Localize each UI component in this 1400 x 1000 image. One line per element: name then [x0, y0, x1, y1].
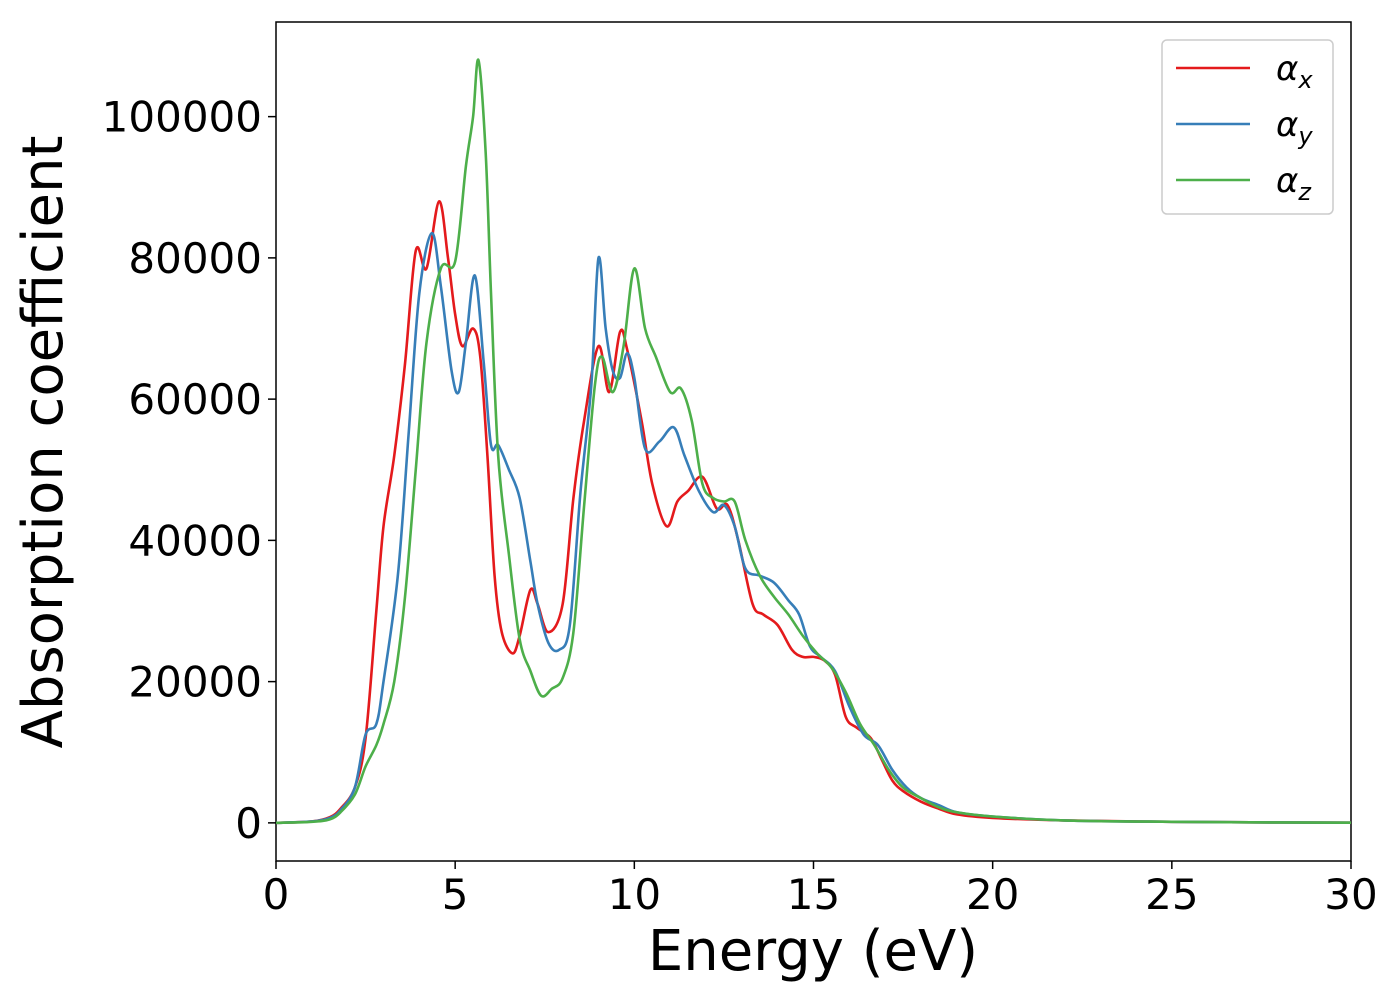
series-line-x — [276, 200, 1351, 825]
x-tick-label: 10 — [608, 870, 661, 919]
legend-label-y: αy — [1276, 105, 1313, 150]
y-tick-label: 80000 — [128, 234, 262, 283]
y-axis-label: Absorption coefficient — [11, 136, 76, 749]
y-tick-label: 60000 — [128, 375, 262, 424]
legend-label-x: αx — [1276, 49, 1313, 94]
series-line-y — [276, 231, 1351, 825]
y-tick-label: 40000 — [128, 516, 262, 565]
series-group — [276, 58, 1351, 825]
y-tick-label: 20000 — [128, 658, 262, 707]
x-axis-label: Energy (eV) — [648, 919, 978, 984]
x-tick-label: 5 — [442, 870, 469, 919]
y-tick-label: 100000 — [102, 93, 262, 142]
x-tick-label: 30 — [1324, 870, 1377, 919]
x-tick-label: 20 — [966, 870, 1019, 919]
y-tick-label: 0 — [235, 799, 262, 848]
x-tick-label: 15 — [787, 870, 840, 919]
legend-label-z: αz — [1276, 161, 1312, 206]
x-tick-label: 0 — [263, 870, 290, 919]
x-tick-label: 25 — [1145, 870, 1198, 919]
series-line-z — [276, 58, 1351, 825]
legend: αx αy αz — [1161, 39, 1334, 215]
legend-box — [1161, 39, 1334, 215]
